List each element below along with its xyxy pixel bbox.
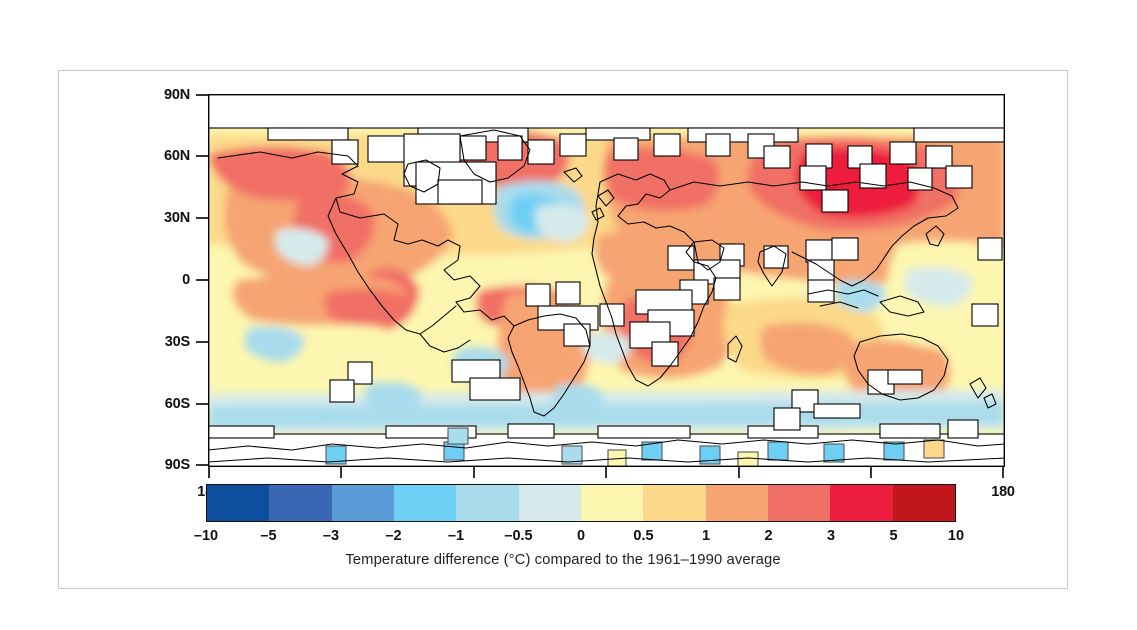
plot-frame	[208, 94, 1005, 467]
figure-caption: Temperature difference (°C) compared to …	[345, 552, 781, 568]
no-data-cells	[208, 94, 1005, 467]
colorbar-band-11	[892, 485, 955, 521]
colorbar	[206, 484, 956, 522]
y-tick-label-90n: 90N	[164, 87, 190, 103]
colorbar-tick-10: 3	[826, 528, 836, 544]
colorbar-tick-0: –10	[193, 528, 219, 544]
colorbar-band-6	[580, 485, 644, 521]
colorbar-tick-8: 1	[701, 528, 711, 544]
y-tick-label-60s: 60S	[164, 396, 190, 412]
figure-panel: 90N 60N 30N 0 30S 60S 90S 180 120W 60W 0…	[58, 70, 1068, 589]
map-plot-area: 90N 60N 30N 0 30S 60S 90S 180 120W 60W 0…	[164, 87, 1015, 500]
colorbar-band-10	[830, 485, 893, 521]
temperature-anomaly-map	[208, 94, 1005, 467]
x-axis-ticks	[208, 467, 1004, 478]
colorbar-tick-6: 0	[576, 528, 586, 544]
colorbar-band-1	[269, 485, 332, 521]
coastlines	[208, 129, 1005, 463]
colorbar-band-0	[207, 485, 270, 521]
colorbar-tick-1: –5	[260, 528, 277, 544]
y-tick-label-0: 0	[182, 272, 190, 288]
colorbar-band-7	[643, 485, 706, 521]
y-tick-label-30s: 30S	[164, 334, 190, 350]
colorbar-tick-3: –2	[385, 528, 402, 544]
y-axis-ticks	[196, 94, 208, 466]
y-tick-label-90s: 90S	[164, 457, 190, 473]
anomaly-field	[208, 94, 1005, 467]
colorbar-region: –10 –5 –3 –2 –1 –0.5 0 0.5 1 2 3 5 10	[194, 484, 964, 544]
colored-grid-cells	[325, 427, 945, 467]
colorbar-band-4	[456, 485, 519, 521]
colorbar-tick-2: –3	[322, 528, 340, 544]
colorbar-band-8	[705, 485, 768, 521]
colorbar-tick-9: 2	[764, 528, 773, 544]
y-tick-label-30n: 30N	[164, 210, 190, 226]
colorbar-tick-12: 10	[947, 528, 965, 544]
x-tick-label-180e: 180	[991, 484, 1015, 500]
colorbar-band-5	[518, 485, 581, 521]
colorbar-band-3	[393, 485, 457, 521]
colorbar-tick-7: 0.5	[633, 528, 654, 544]
y-tick-label-60n: 60N	[164, 148, 190, 164]
colorbar-band-9	[767, 485, 831, 521]
colorbar-tick-11: 5	[889, 528, 898, 544]
colorbar-tick-4: –1	[447, 528, 465, 544]
colorbar-band-2	[331, 485, 394, 521]
colorbar-tick-5: –0.5	[504, 528, 533, 544]
